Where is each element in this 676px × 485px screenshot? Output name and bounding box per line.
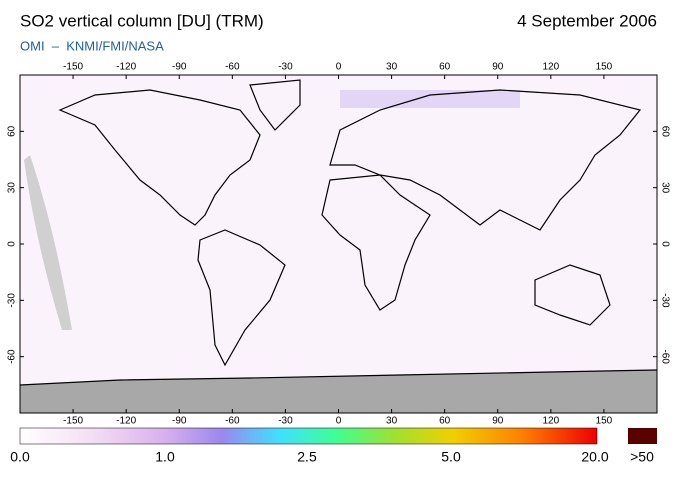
subtitle: OMI – KNMI/FMI/NASA: [20, 38, 164, 53]
date: 4 September 2006: [517, 11, 657, 30]
map: [19, 74, 658, 414]
lon-tick-label: 150: [596, 62, 613, 73]
lon-tick-label: 90: [492, 62, 504, 73]
colorbar-label: 1.0: [155, 449, 175, 465]
colorbar-label: 20.0: [581, 449, 608, 465]
lon-tick-label: 120: [542, 62, 559, 73]
data-gap: [24, 155, 72, 330]
colorbar-label: 2.5: [297, 449, 317, 465]
lon-tick-label: -150: [63, 416, 83, 427]
lat-tick-label: -60: [659, 349, 670, 364]
lon-tick-label: -120: [116, 62, 136, 73]
lon-tick-label: 120: [542, 416, 559, 427]
colorbar-overflow: [628, 428, 657, 444]
lon-tick-label: -150: [63, 62, 83, 73]
lon-tick-label: 0: [336, 62, 342, 73]
colorbar: [19, 427, 598, 445]
lon-tick-label: -90: [172, 62, 187, 73]
lon-tick-label: -60: [225, 62, 240, 73]
lat-tick-label: -30: [7, 293, 18, 308]
coastlines: [19, 79, 658, 386]
colorbar-label: 0.0: [10, 449, 30, 465]
lat-tick-label: 30: [659, 182, 670, 194]
map-background: [20, 75, 657, 413]
lat-tick-label: 60: [659, 126, 670, 138]
lon-tick-label: 60: [439, 62, 451, 73]
lon-tick-label: 60: [439, 416, 451, 427]
lon-tick-label: -120: [116, 416, 136, 427]
lon-tick-label: -60: [225, 416, 240, 427]
lat-tick-label: 60: [7, 125, 18, 137]
lon-tick-label: -30: [278, 62, 293, 73]
antarctica: [20, 370, 657, 413]
lon-tick-label: 0: [336, 416, 342, 427]
lon-tick-label: 150: [596, 416, 613, 427]
so2-patch: [340, 90, 520, 108]
title: SO2 vertical column [DU] (TRM): [20, 11, 264, 30]
lat-tick-label: -60: [7, 349, 18, 364]
colorbar-label: >50: [630, 449, 654, 465]
colorbar-label: 5.0: [441, 449, 461, 465]
lon-tick-label: -90: [172, 416, 187, 427]
lon-tick-label: -30: [278, 416, 293, 427]
lon-tick-label: 30: [386, 62, 398, 73]
lat-tick-label: -30: [659, 293, 670, 308]
lat-tick-label: 0: [7, 241, 18, 247]
lat-tick-label: 0: [659, 241, 670, 247]
lon-tick-label: 30: [386, 416, 398, 427]
lon-tick-label: 90: [492, 416, 504, 427]
lat-tick-label: 30: [7, 182, 18, 194]
